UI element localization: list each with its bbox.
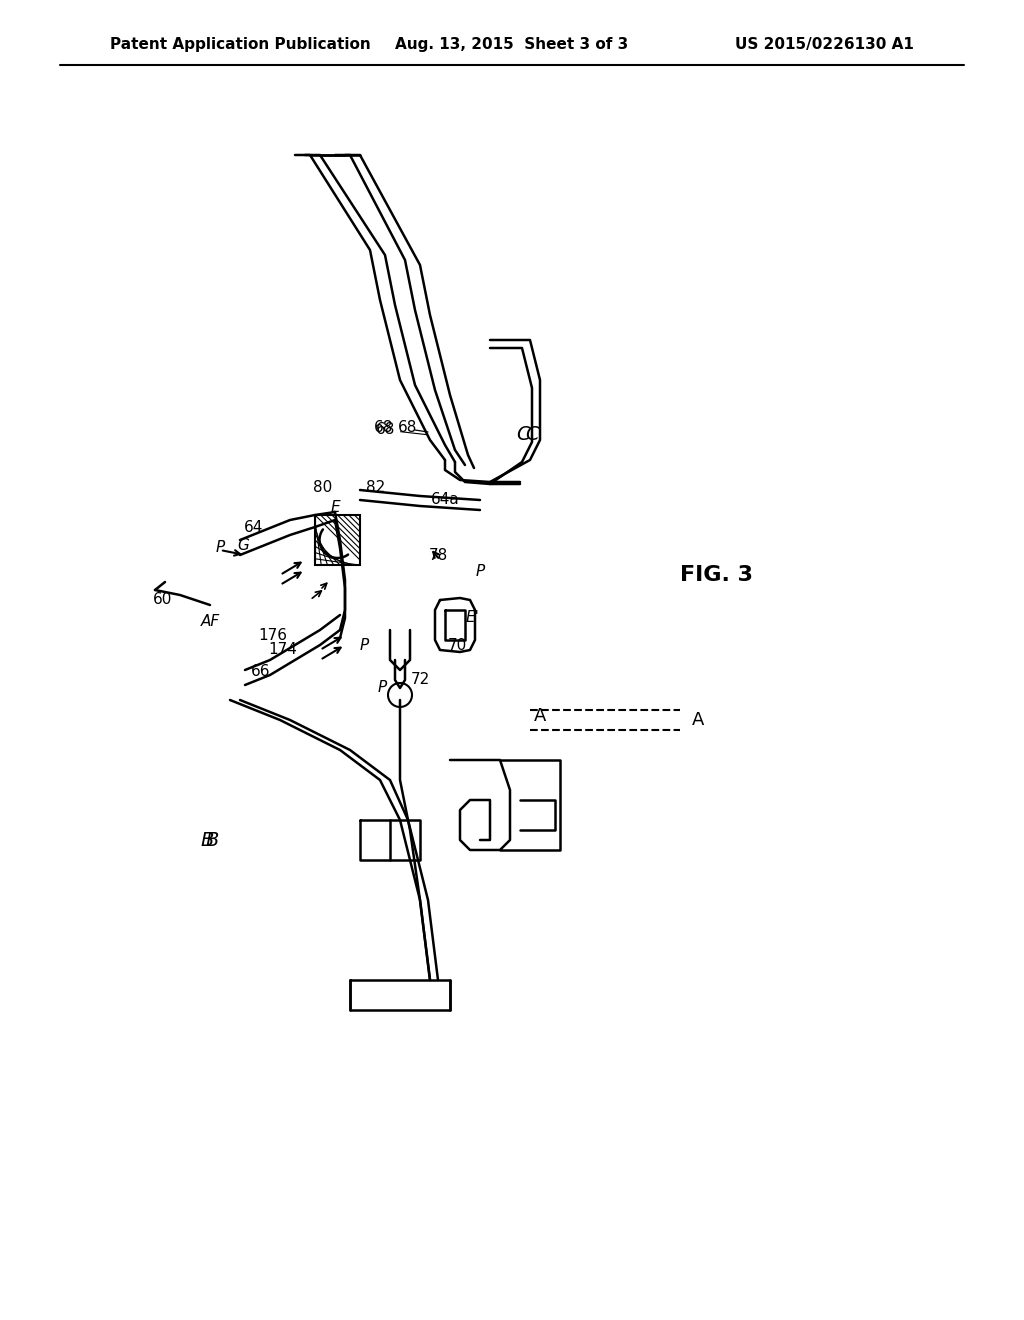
Text: Patent Application Publication: Patent Application Publication: [110, 37, 371, 53]
Text: 78: 78: [428, 548, 447, 562]
Text: 174: 174: [268, 643, 297, 657]
Text: 66: 66: [251, 664, 270, 680]
Text: C: C: [516, 425, 529, 445]
Text: P: P: [475, 565, 484, 579]
Text: A: A: [692, 711, 705, 729]
Text: 70: 70: [447, 638, 467, 652]
Text: FIG. 3: FIG. 3: [680, 565, 753, 585]
Text: 82: 82: [367, 479, 386, 495]
Text: P: P: [359, 638, 369, 652]
Text: B: B: [201, 830, 214, 850]
Text: 68: 68: [374, 421, 393, 436]
Bar: [315, 515, 360, 565]
Text: US 2015/0226130 A1: US 2015/0226130 A1: [735, 37, 914, 53]
Text: Aug. 13, 2015  Sheet 3 of 3: Aug. 13, 2015 Sheet 3 of 3: [395, 37, 629, 53]
Text: G: G: [238, 537, 249, 553]
Text: B: B: [205, 830, 218, 850]
Text: 68: 68: [398, 421, 418, 436]
Text: AF: AF: [201, 615, 219, 630]
Text: 72: 72: [411, 672, 430, 688]
Text: P: P: [215, 540, 224, 556]
Text: C: C: [525, 425, 539, 445]
Text: P: P: [378, 681, 387, 696]
Text: E: E: [330, 500, 340, 516]
Text: A: A: [534, 708, 546, 725]
Text: 80: 80: [313, 479, 333, 495]
Text: 64: 64: [245, 520, 264, 535]
Text: 60: 60: [154, 593, 173, 607]
Text: 68: 68: [376, 422, 427, 437]
Text: E': E': [466, 610, 480, 626]
Text: 64a: 64a: [431, 492, 460, 507]
Text: 176: 176: [258, 627, 288, 643]
